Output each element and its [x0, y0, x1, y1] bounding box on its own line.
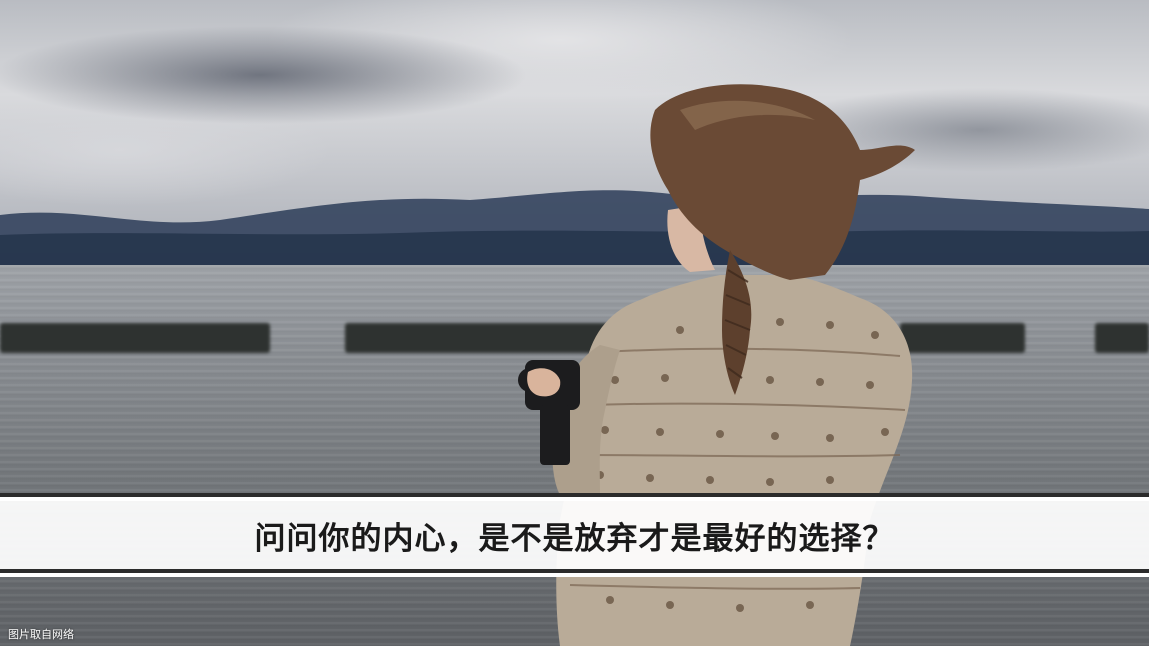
braid	[722, 250, 752, 395]
hair	[650, 84, 915, 280]
caption-border-bottom-inner	[0, 573, 1149, 577]
caption-banner: 问问你的内心，是不是放弃才是最好的选择？	[0, 493, 1149, 579]
cheek	[667, 205, 715, 272]
caption-border-top-inner	[0, 497, 1149, 501]
caption-body: 问问你的内心，是不是放弃才是最好的选择？	[0, 501, 1149, 569]
caption-border-bottom	[0, 569, 1149, 573]
breakwater-right	[900, 323, 1025, 353]
hair-highlight	[680, 100, 815, 130]
caption-border-top	[0, 493, 1149, 497]
breakwater-left	[0, 323, 270, 353]
breakwater-far-right	[1095, 323, 1149, 353]
distant-mountains	[0, 190, 1149, 270]
image-credit: 图片取自网络	[8, 628, 74, 641]
hand	[527, 368, 561, 397]
caption-text: 问问你的内心，是不是放弃才是最好的选择？	[254, 520, 895, 557]
braid-texture	[724, 269, 751, 379]
